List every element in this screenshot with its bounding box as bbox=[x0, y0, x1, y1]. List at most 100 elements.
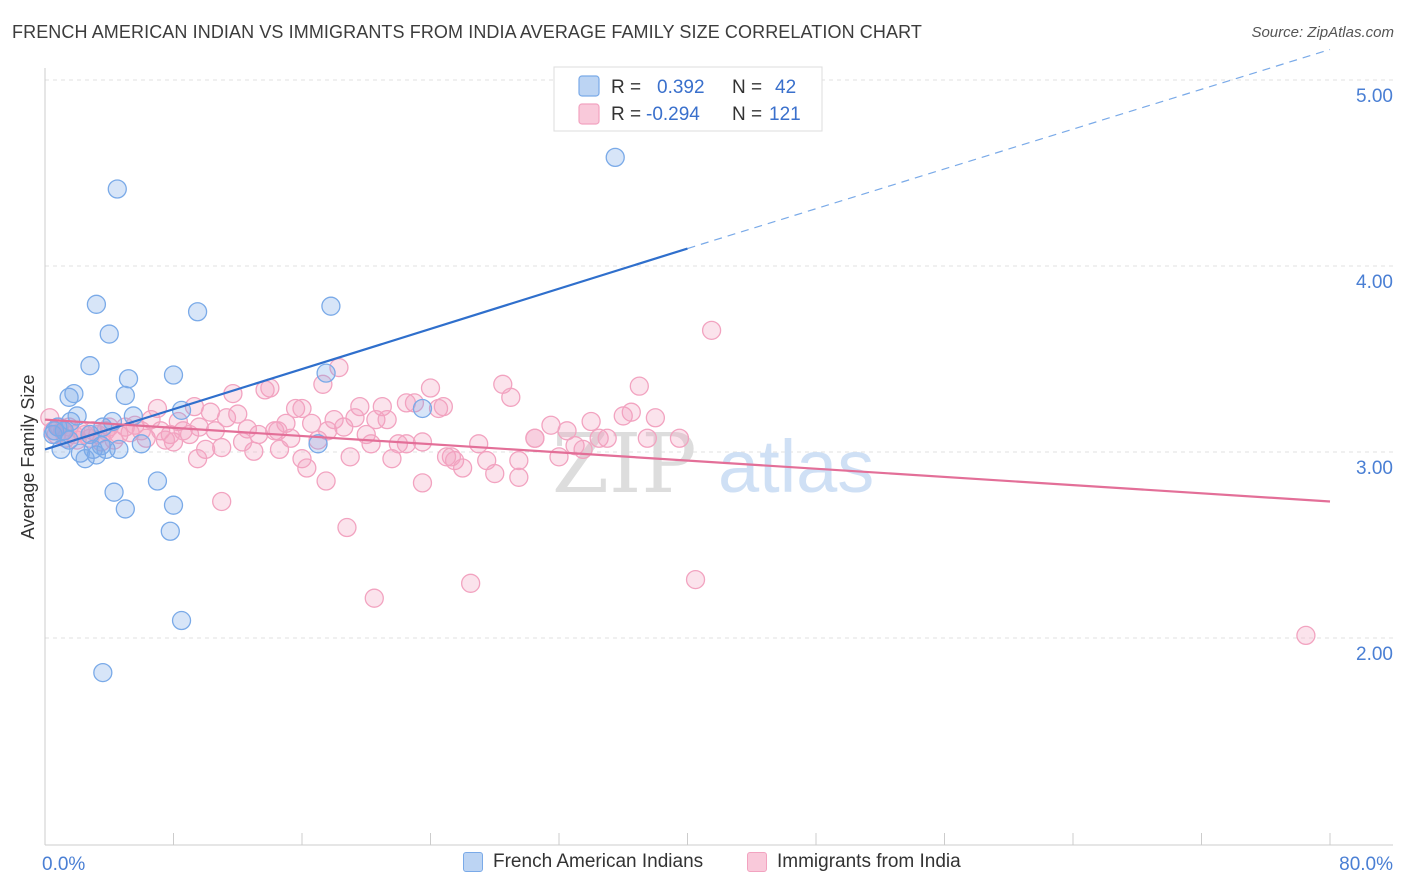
data-point bbox=[285, 398, 306, 419]
x-tick-label-max: 80.0% bbox=[1339, 854, 1393, 875]
data-point bbox=[361, 434, 381, 454]
legend-r-value-2: -0.294 bbox=[646, 104, 700, 125]
data-point bbox=[412, 398, 433, 419]
data-point bbox=[621, 402, 641, 422]
data-point bbox=[316, 363, 336, 383]
legend-r-label-1: R = bbox=[611, 77, 641, 98]
legend-swatch-pink bbox=[578, 103, 600, 125]
axes bbox=[44, 68, 1393, 846]
series-immigrants-from-india bbox=[40, 320, 1316, 646]
data-point bbox=[80, 356, 100, 376]
data-point bbox=[605, 147, 625, 168]
legend-n-label-1: N = bbox=[732, 77, 762, 98]
data-point bbox=[318, 421, 338, 441]
x-tick-label-min: 0.0% bbox=[42, 854, 85, 875]
data-point bbox=[109, 439, 129, 460]
data-point bbox=[629, 376, 649, 396]
data-point bbox=[396, 393, 417, 413]
data-point bbox=[171, 610, 192, 631]
y-tick-label: 5.00 bbox=[1356, 86, 1393, 107]
data-point bbox=[212, 491, 232, 512]
data-point bbox=[412, 473, 433, 493]
legend-swatch-blue bbox=[578, 75, 600, 97]
legend-r-label-2: R = bbox=[611, 104, 641, 125]
y-tick-labels: 2.00 3.00 4.00 5.00 bbox=[1356, 86, 1393, 665]
data-point bbox=[541, 415, 561, 435]
data-point bbox=[216, 408, 237, 428]
data-point bbox=[115, 385, 135, 406]
data-point bbox=[509, 450, 529, 471]
data-point bbox=[147, 471, 168, 491]
data-point bbox=[131, 434, 152, 454]
data-point bbox=[441, 447, 462, 467]
data-point bbox=[93, 662, 113, 683]
legend-n-label-2: N = bbox=[732, 104, 762, 125]
data-point bbox=[412, 432, 433, 452]
legend-item-french-american-indians: French American Indians bbox=[463, 851, 703, 873]
data-point bbox=[645, 408, 666, 428]
data-point bbox=[189, 417, 209, 437]
data-point bbox=[597, 428, 617, 448]
legend-label-immigrants-from-india: Immigrants from India bbox=[777, 851, 961, 872]
data-point bbox=[308, 434, 328, 454]
trend-line-immigrants-from-india bbox=[44, 418, 1331, 503]
data-point bbox=[163, 365, 184, 385]
data-point bbox=[501, 387, 521, 407]
gridlines bbox=[45, 79, 1393, 639]
data-point bbox=[433, 396, 454, 417]
data-point bbox=[292, 449, 312, 469]
data-point bbox=[364, 588, 384, 608]
y-tick-label: 4.00 bbox=[1356, 272, 1393, 293]
data-point bbox=[244, 441, 264, 461]
data-point bbox=[324, 409, 344, 430]
data-point bbox=[292, 398, 312, 419]
series-legend: French American Indians Immigrants from … bbox=[0, 851, 1406, 879]
data-point bbox=[228, 404, 248, 424]
legend-r-value-1: 0.392 bbox=[657, 77, 705, 98]
chart-source: Source: ZipAtlas.com bbox=[1251, 24, 1394, 41]
y-tick-label: 2.00 bbox=[1356, 644, 1393, 665]
data-point bbox=[420, 378, 441, 398]
data-point bbox=[301, 413, 322, 434]
legend-label-french-american-indians: French American Indians bbox=[493, 851, 704, 872]
data-point bbox=[86, 445, 107, 465]
data-point bbox=[268, 421, 288, 441]
y-axis-label: Average Family Size bbox=[18, 375, 38, 540]
data-point bbox=[340, 447, 360, 467]
data-point bbox=[118, 369, 139, 389]
data-point bbox=[212, 437, 232, 458]
data-point bbox=[685, 569, 706, 590]
data-point bbox=[187, 449, 208, 469]
data-point bbox=[313, 374, 333, 394]
data-point bbox=[187, 302, 208, 322]
data-point bbox=[99, 324, 119, 344]
data-point bbox=[276, 413, 296, 434]
data-point bbox=[163, 495, 184, 515]
data-point bbox=[345, 408, 365, 428]
data-point bbox=[701, 320, 722, 341]
data-point bbox=[581, 411, 601, 432]
data-point bbox=[350, 396, 370, 417]
data-point bbox=[115, 499, 135, 519]
data-point bbox=[107, 179, 127, 199]
data-point bbox=[549, 447, 569, 467]
legend-item-immigrants-from-india: Immigrants from India bbox=[747, 851, 961, 873]
data-point bbox=[337, 517, 357, 538]
data-point bbox=[469, 434, 489, 454]
data-point bbox=[589, 428, 609, 448]
trend-line-french-american-indians bbox=[44, 247, 688, 451]
chart-title: FRENCH AMERICAN INDIAN VS IMMIGRANTS FRO… bbox=[12, 22, 922, 42]
legend-n-value-2: 121 bbox=[769, 104, 801, 125]
x-tick-labels: 0.0% 80.0% bbox=[42, 854, 1393, 875]
data-point bbox=[316, 471, 336, 491]
legend-swatch-immigrants-from-india bbox=[747, 852, 767, 872]
y-tick-label: 3.00 bbox=[1356, 458, 1393, 479]
data-point bbox=[557, 421, 577, 441]
data-point bbox=[104, 482, 124, 502]
stats-legend: R = 0.392 N = 42 R = -0.294 N = 121 bbox=[553, 66, 823, 132]
data-point bbox=[377, 409, 397, 430]
data-point bbox=[637, 428, 657, 448]
data-point bbox=[168, 411, 188, 432]
data-point bbox=[1296, 625, 1316, 646]
